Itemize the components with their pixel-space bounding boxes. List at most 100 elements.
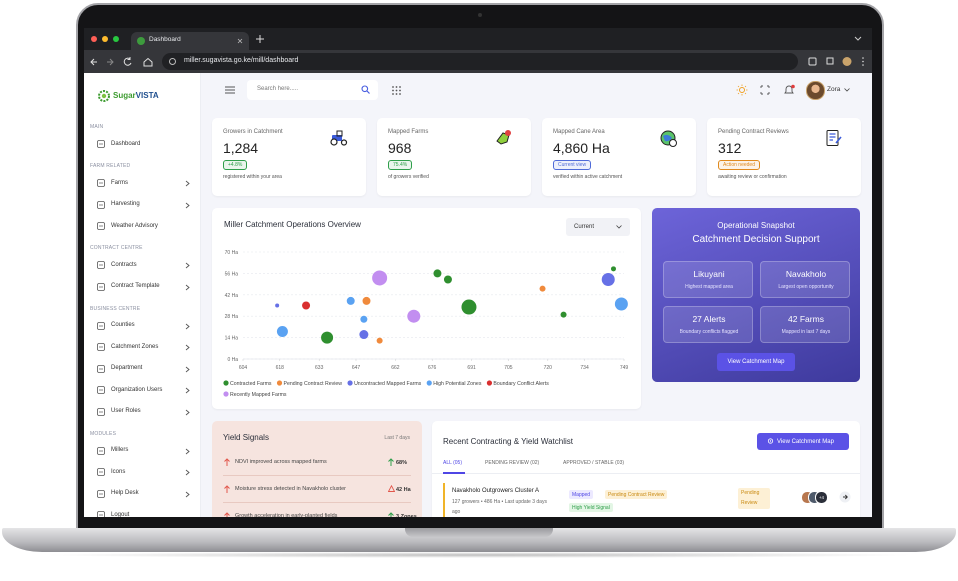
tab-bar: Dashboard bbox=[84, 28, 872, 50]
submenu-chevron bbox=[185, 284, 190, 290]
submenu-chevron bbox=[185, 469, 190, 476]
watchlist-row-name[interactable]: Navakholo Outgrowers Cluster A bbox=[452, 488, 540, 494]
watchlist-tab[interactable]: PENDING REVIEW (02) bbox=[485, 460, 540, 466]
stat-card: Mapped Farms 968 75.4% of growers verified bbox=[377, 118, 531, 196]
sidebar-section-title: MAIN bbox=[90, 124, 104, 130]
user-avatar[interactable] bbox=[806, 81, 825, 100]
submenu-chevron bbox=[185, 448, 190, 454]
stat-subtext: verified within active catchment bbox=[553, 174, 623, 180]
logo-icon bbox=[98, 90, 110, 102]
sidebar-item[interactable]: Help Desk bbox=[111, 490, 139, 496]
nav-buttons[interactable] bbox=[90, 57, 160, 67]
sidebar-item-icon bbox=[97, 386, 105, 394]
bubble bbox=[275, 303, 280, 308]
sidebar-item[interactable]: Contract Template bbox=[111, 283, 160, 289]
sidebar-item[interactable]: Dashboard bbox=[111, 140, 141, 147]
x-tick-label: 618 bbox=[276, 365, 285, 371]
sidebar: SugarVISTA MAIN Dashboard FARM RELATED Farm… bbox=[84, 73, 201, 517]
sidebar-item[interactable]: User Roles bbox=[111, 408, 141, 414]
tab-close[interactable] bbox=[237, 38, 243, 44]
snapshot-tile: Navakholo Largest open opportunity bbox=[760, 261, 850, 298]
x-tick-label: 647 bbox=[352, 365, 361, 371]
stat-badge: 75.4% bbox=[388, 160, 413, 170]
sidebar-item[interactable]: Catchment Zones bbox=[111, 343, 159, 350]
browser-actions[interactable] bbox=[808, 56, 868, 67]
sidebar-item[interactable]: Counties bbox=[111, 322, 135, 328]
legend-label: Contracted Farms bbox=[230, 381, 272, 387]
stat-badge: Action needed bbox=[718, 160, 760, 170]
new-tab[interactable] bbox=[256, 35, 264, 43]
submenu-chevron bbox=[185, 387, 190, 394]
watchlist-button-label: View Catchment Map bbox=[777, 438, 834, 445]
x-tick-label: 749 bbox=[620, 365, 629, 371]
user-name[interactable]: Zora bbox=[827, 86, 841, 93]
legend-item[interactable]: Contracted Farms bbox=[223, 380, 272, 387]
x-tick-label: 604 bbox=[239, 365, 248, 371]
legend-label: Uncontracted Mapped Farms bbox=[354, 381, 422, 387]
x-tick-label: 734 bbox=[580, 365, 589, 371]
snapshot-button[interactable]: View Catchment Map bbox=[717, 353, 795, 371]
stat-badge: Current view bbox=[553, 160, 592, 170]
chart-filter-caret bbox=[616, 225, 622, 229]
legend-item[interactable]: Boundary Conflict Alerts bbox=[486, 380, 549, 387]
bubble bbox=[407, 309, 421, 323]
legend-item[interactable]: Uncontracted Mapped Farms bbox=[347, 380, 422, 387]
url-field[interactable]: miller.sugavista.go.ke/mill/dashboard bbox=[162, 53, 798, 70]
legend-item[interactable]: Pending Contract Review bbox=[276, 380, 342, 387]
sidebar-item-icon bbox=[97, 282, 105, 291]
search-box[interactable]: Search here..... bbox=[247, 80, 378, 100]
sidebar-item[interactable]: Harvesting bbox=[111, 201, 140, 207]
menu-toggle[interactable] bbox=[225, 86, 235, 94]
chart-filter[interactable]: Current bbox=[566, 218, 630, 236]
watchlist-button[interactable]: View Catchment Map bbox=[757, 433, 849, 450]
legend-swatch bbox=[347, 380, 353, 386]
sidebar-section-title: BUSINESS CENTRE bbox=[90, 305, 141, 312]
legend-label: Recently Mapped Farms bbox=[230, 392, 287, 398]
window-close[interactable] bbox=[91, 36, 97, 42]
window-minimize[interactable] bbox=[102, 36, 108, 42]
header-icons[interactable] bbox=[736, 84, 798, 96]
submenu-chevron bbox=[185, 491, 190, 497]
stat-subtext: awaiting review or confirmation bbox=[718, 174, 787, 180]
watchlist-status: Pending Review bbox=[738, 488, 770, 509]
sidebar-item[interactable]: Farms bbox=[111, 179, 128, 186]
site-info[interactable] bbox=[169, 58, 176, 65]
snapshot-tile-value: 27 Alerts bbox=[692, 314, 726, 324]
legend-item[interactable]: Recently Mapped Farms bbox=[223, 391, 287, 398]
user-menu-caret[interactable] bbox=[844, 88, 850, 92]
yield-divider bbox=[223, 502, 411, 503]
watchlist-tab[interactable]: ALL (05) bbox=[443, 460, 462, 466]
submenu-chevron bbox=[185, 180, 190, 187]
sidebar-section-title: FARM RELATED bbox=[90, 163, 131, 169]
watchlist-card: Recent Contracting & Yield Watchlist Vie… bbox=[432, 421, 860, 517]
tab[interactable]: Dashboard bbox=[131, 32, 249, 50]
window-zoom[interactable] bbox=[113, 36, 119, 42]
chart: Miller Catchment Operations Overview 0 H… bbox=[223, 220, 629, 398]
sidebar-item[interactable]: Millers bbox=[111, 447, 129, 453]
tab-menu[interactable] bbox=[854, 36, 862, 42]
stat-icon bbox=[330, 130, 348, 146]
stat-value: 1,284 bbox=[223, 140, 259, 156]
chart-title: Miller Catchment Operations Overview bbox=[224, 220, 361, 229]
sidebar-item[interactable]: Department bbox=[111, 365, 143, 371]
stat-icon bbox=[660, 130, 677, 147]
sidebar-item[interactable]: Contracts bbox=[111, 261, 137, 268]
stat-icon bbox=[826, 130, 842, 146]
bubble bbox=[362, 296, 371, 305]
sidebar-item[interactable]: Weather Advisory bbox=[111, 222, 158, 229]
x-tick-label: 662 bbox=[391, 365, 400, 371]
submenu-chevron bbox=[185, 409, 190, 415]
snapshot-tile-label: Largest open opportunity bbox=[778, 284, 834, 290]
snapshot-card: Operational Snapshot Catchment Decision … bbox=[652, 208, 860, 382]
stat-subtext: registered within your area bbox=[223, 174, 282, 180]
sidebar-item[interactable]: Icons bbox=[111, 468, 126, 475]
apps-icon[interactable] bbox=[392, 86, 401, 95]
watchlist-tab[interactable]: APPROVED / STABLE (03) bbox=[563, 460, 625, 466]
sidebar-item[interactable]: Organization Users bbox=[111, 386, 163, 393]
sidebar-item[interactable]: Logout bbox=[111, 511, 130, 518]
sidebar-section-title: MODULES bbox=[90, 430, 117, 437]
submenu-chevron bbox=[185, 202, 190, 208]
tabs-divider bbox=[432, 473, 860, 474]
legend-item[interactable]: High Potential Zones bbox=[426, 380, 482, 387]
